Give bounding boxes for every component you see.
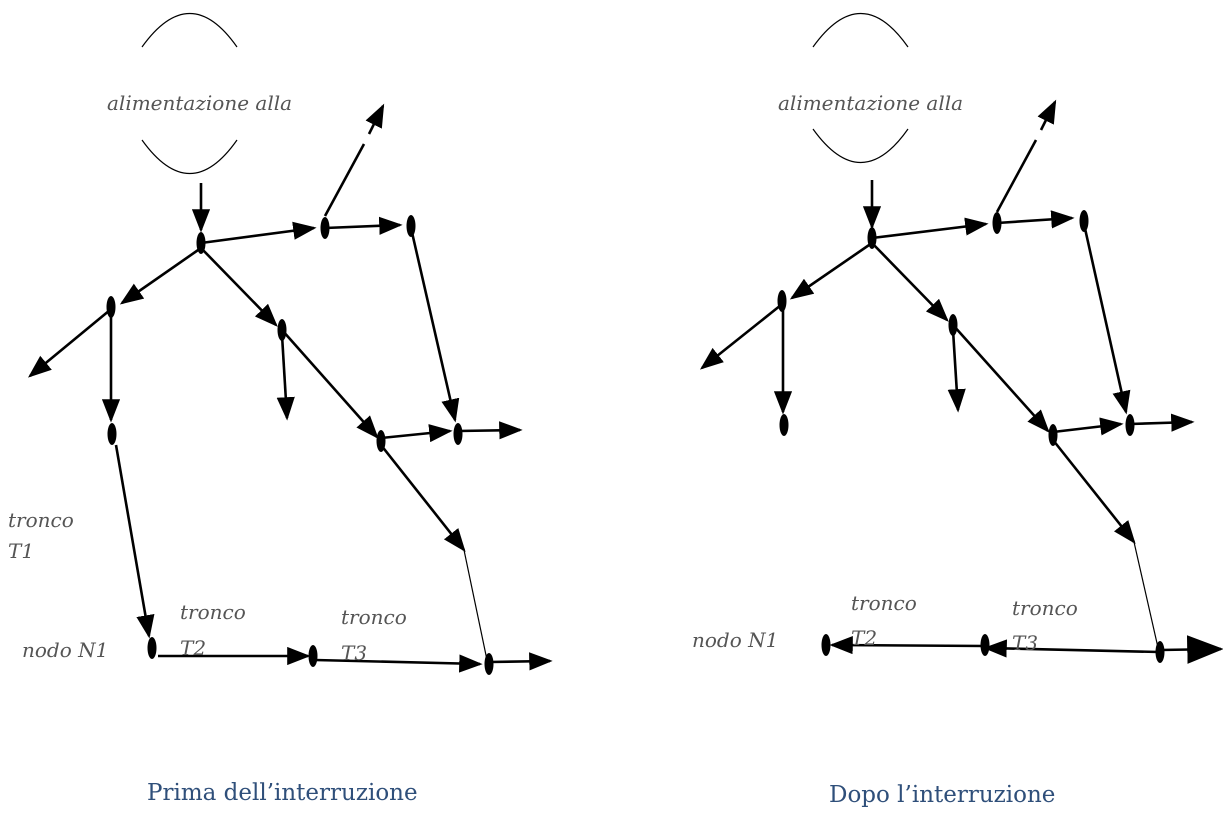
- edge: [114, 444, 155, 639]
- edge: [1129, 413, 1195, 432]
- edge: [200, 247, 278, 327]
- edge: [995, 139, 1038, 213]
- node: [1155, 641, 1165, 663]
- trunk-t2-id: T2: [180, 636, 206, 660]
- node: [779, 414, 789, 436]
- edge: [871, 242, 949, 322]
- trunk-t1-label: tronco: [8, 508, 74, 532]
- source-upper-arc: [812, 12, 909, 48]
- edge: [1051, 439, 1136, 545]
- node: [308, 645, 318, 667]
- panel-after: alimentazione alla tronco T2 tronco: [692, 12, 1223, 808]
- node: [948, 314, 958, 336]
- trunk-t3-id: T3: [1012, 631, 1038, 655]
- source-label: alimentazione alla: [107, 91, 292, 115]
- edge: [699, 303, 782, 370]
- node: [376, 430, 386, 452]
- edge: [314, 654, 483, 673]
- edge: [1052, 417, 1124, 436]
- edge: [463, 549, 488, 661]
- source-lower-arc: [141, 139, 238, 175]
- edge: [27, 308, 111, 378]
- node-n1-label: nodo N1: [692, 628, 778, 652]
- node: [196, 232, 206, 254]
- node: [106, 296, 116, 318]
- source-label: alimentazione alla: [778, 91, 963, 115]
- edge: [996, 210, 1075, 229]
- node-n1: [147, 637, 157, 659]
- edge: [871, 217, 989, 240]
- edge: [323, 143, 366, 217]
- edge: [1037, 99, 1057, 131]
- trunk-t2-id: T2: [851, 626, 877, 650]
- edge: [380, 424, 453, 443]
- node: [406, 215, 416, 237]
- node: [867, 227, 877, 249]
- panel-before: alimentazione alla tron: [8, 12, 553, 806]
- node: [992, 212, 1002, 234]
- trunk-t3-id: T3: [341, 641, 367, 665]
- node: [980, 634, 990, 656]
- edge: [119, 246, 202, 305]
- node: [453, 423, 463, 445]
- node-n1: [821, 634, 831, 656]
- edge: [379, 444, 466, 553]
- node-n1-label: nodo N1: [22, 638, 108, 662]
- trunk-t3-label: tronco: [1012, 596, 1078, 620]
- trunk-t2-label: tronco: [180, 600, 246, 624]
- edge: [829, 636, 986, 655]
- trunk-t1-id: T1: [8, 539, 34, 563]
- edge: [457, 421, 523, 440]
- node: [1125, 414, 1135, 436]
- panel-caption: Prima dell’interruzione: [147, 780, 418, 806]
- edge: [200, 221, 317, 245]
- edge: [1082, 223, 1131, 415]
- trunk-t3-label: tronco: [341, 605, 407, 629]
- edge: [324, 216, 403, 235]
- edge: [1159, 635, 1223, 664]
- node: [320, 217, 330, 239]
- edge: [281, 329, 379, 439]
- edge: [789, 241, 873, 300]
- node: [107, 423, 117, 445]
- edge: [1133, 541, 1160, 653]
- source-lower-arc: [812, 128, 909, 164]
- source-upper-arc: [141, 12, 238, 48]
- edge: [276, 334, 295, 421]
- node: [1079, 210, 1089, 232]
- node: [777, 290, 787, 312]
- edge: [409, 227, 460, 423]
- node: [484, 653, 494, 675]
- panel-caption: Dopo l’interruzione: [829, 782, 1055, 808]
- edge: [983, 639, 1160, 658]
- trunk-t2-label: tronco: [851, 591, 917, 615]
- node: [1048, 424, 1058, 446]
- edge: [365, 103, 385, 135]
- edge: [947, 329, 966, 413]
- node: [277, 319, 287, 341]
- edge: [488, 652, 553, 671]
- edge: [952, 324, 1050, 433]
